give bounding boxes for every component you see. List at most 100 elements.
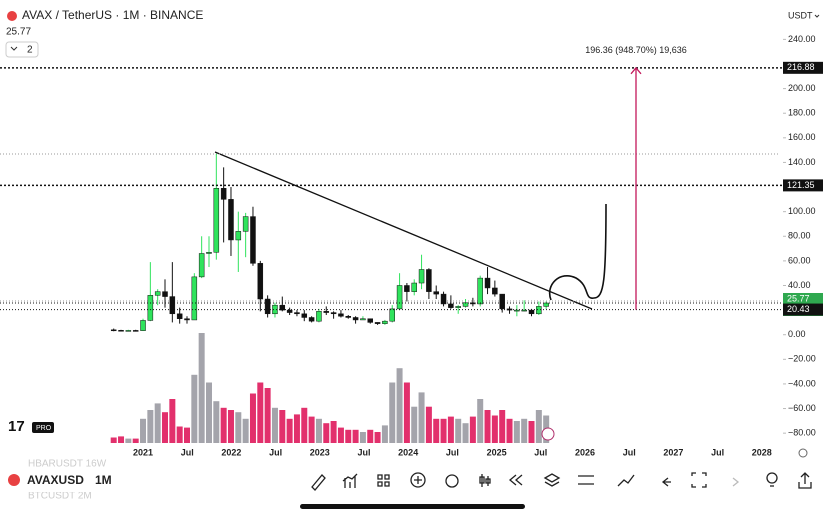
candle-body [536,306,542,315]
volume-bar [359,432,366,443]
indicators-tool[interactable] [342,473,358,488]
tv-logo: 17 PRO [8,418,54,435]
chevron [10,46,18,51]
x-tick-label: Jul [181,447,194,457]
replay-tool[interactable] [508,474,523,486]
candle-body [374,322,381,324]
volume-bar [462,423,469,443]
y-tick-label: 40.00 [788,280,811,290]
candle-body [272,304,278,315]
volume-bar [132,438,139,443]
candle-body [382,320,388,324]
layers-tool[interactable] [543,473,561,487]
candle-body [154,291,161,296]
volume-bar [213,401,220,443]
volume-bar [491,415,498,443]
volume-bar [513,421,520,443]
compare-tool[interactable] [617,474,635,487]
candle-body [367,318,373,323]
candle-body [470,302,476,305]
footer-interval[interactable]: 1M [95,473,112,487]
add-tool[interactable] [410,472,426,488]
x-tick-label: Jul [623,447,636,457]
volume-bar [118,436,125,443]
candle-body [250,216,256,264]
candle-body [411,282,417,292]
volume-bar [345,429,352,443]
price-tag-label: 121.35 [787,180,815,190]
draw-tool[interactable] [311,474,326,491]
indicator-toggle[interactable] [5,41,39,58]
ghost-symbol: HBARUSDT 16W [28,459,107,470]
footer-symbol[interactable]: AVAXUSD [27,473,84,487]
volume-bar [425,406,432,443]
svg-text:PRO: PRO [36,425,52,432]
volume-bar [242,418,249,443]
candle-body [147,295,154,321]
y-tick-label: 240.00 [788,34,816,44]
volume-bar [484,410,491,443]
ghost-symbol: BTCUSDT 2M [28,491,92,502]
toolbar [0,468,825,492]
candle-body [191,276,198,321]
y-tick-label: −20.00 [788,354,816,364]
candle-body [389,308,395,322]
ideas-tool[interactable] [766,472,778,484]
share-tool[interactable] [798,472,812,489]
y-tick-label: −80.00 [788,428,816,438]
settings-icon[interactable] [798,448,808,458]
candle-body [220,188,227,200]
volume-bar [389,382,396,443]
event-icon[interactable] [541,427,555,441]
candle-body [110,329,117,332]
templates-tool[interactable] [377,474,390,487]
volume-bar [323,423,330,443]
volume-bar [477,399,484,443]
redo-tool[interactable] [732,477,740,487]
home-indicator [300,504,525,509]
candle-body [345,316,352,318]
y-tick-label: −60.00 [788,403,816,413]
volume-bar [125,438,132,443]
volume-bar [279,410,286,443]
plus [414,476,422,484]
volume-bar [447,416,454,443]
candle-body [257,263,264,300]
volume-bar [528,421,535,443]
candle-body [492,287,498,295]
currency[interactable]: USDT [788,10,813,20]
candle-body [140,320,146,331]
volume-bar [147,410,154,443]
projection-label: 196.36 (948.70%) 19,636 [585,45,687,55]
fullscreen-tool[interactable] [691,472,707,488]
candle-body [206,252,212,254]
x-tick-label: Jul [711,447,724,457]
volume-bar [367,429,374,443]
settings-tool[interactable] [578,475,594,485]
candle-body [184,318,190,321]
candle-body [198,253,205,278]
hand-drawing [548,203,607,301]
candle-body [543,302,549,307]
chart-type-tool[interactable] [479,474,491,487]
volume-bar [352,429,359,443]
volume-bar [110,437,117,443]
y-tick-label: 180.00 [788,108,816,118]
volume-bar [286,418,293,443]
price-tag [783,61,823,74]
indicator-count: 2 [27,45,33,56]
volume-bar [337,427,344,443]
undo-tool[interactable] [661,477,671,487]
x-tick-label: Jul [534,447,547,457]
price-tag [783,303,823,316]
candle-body [125,330,132,332]
volume-bar [220,407,227,443]
volume-bar [396,368,403,443]
y-tick-label: 100.00 [788,206,816,216]
x-tick-label: 2027 [663,447,683,457]
candle-body [213,188,220,253]
candle-body [440,293,447,305]
alert-tool[interactable] [445,474,459,488]
